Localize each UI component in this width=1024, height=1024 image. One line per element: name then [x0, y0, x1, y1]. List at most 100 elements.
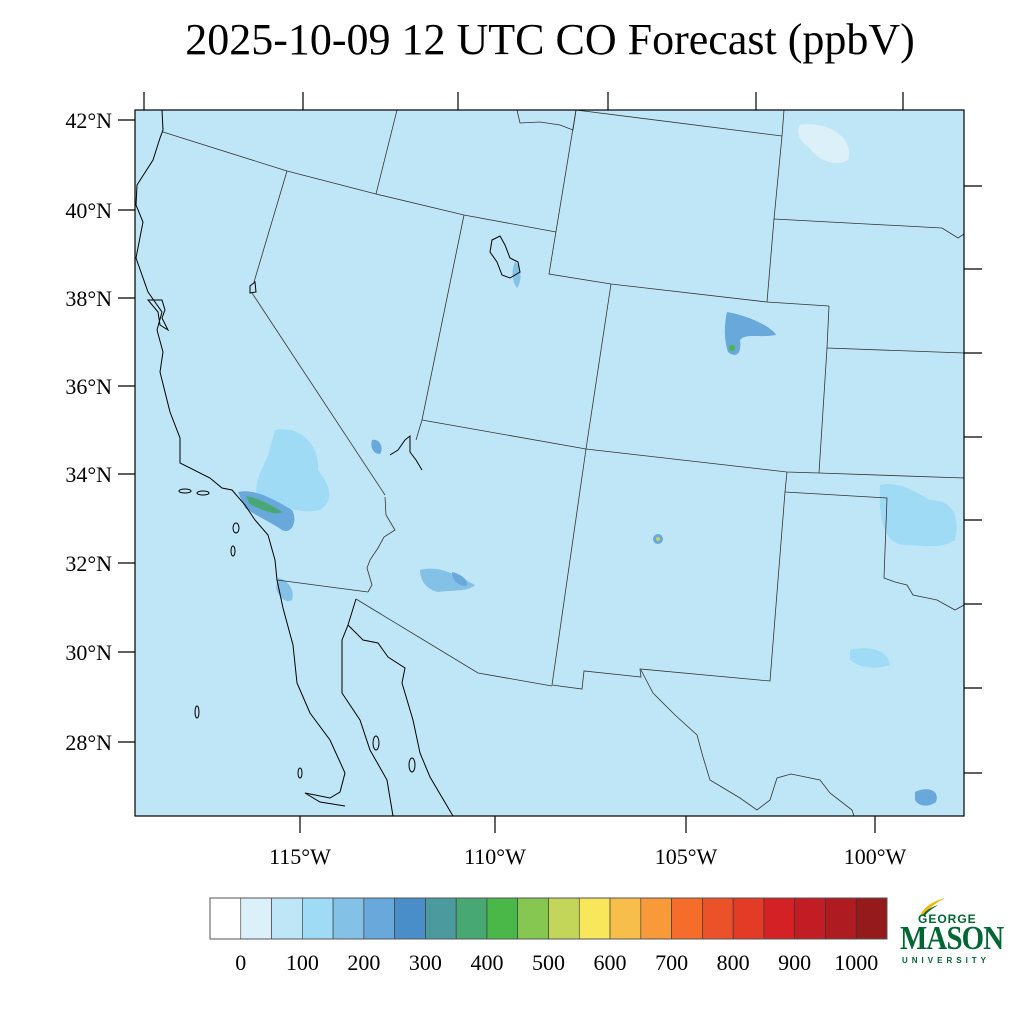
gulf-california-west [341, 598, 394, 817]
colorbar-box [763, 897, 795, 940]
san-francisco-bay [146, 299, 170, 332]
colorbar-box [332, 897, 365, 940]
lon-tick-label: 100°W [844, 844, 907, 869]
border-rio-grande [640, 669, 855, 817]
border-az-nm [551, 448, 587, 686]
colorbar-box [825, 897, 857, 940]
axis-tick-labels: 42°N 40°N 38°N 36°N 34°N 32°N 30°N 28°N 115°W 110… [65, 108, 906, 869]
plume-lasvegas [371, 439, 382, 454]
colorbar-box [855, 897, 888, 940]
colorbar-frame [209, 897, 888, 940]
border-ut-co [585, 283, 612, 450]
colorbar-box [517, 897, 549, 940]
colorbar-box [486, 897, 519, 940]
lake-tahoe [249, 281, 257, 294]
coastlines [135, 109, 521, 817]
colorbar-label: 700 [655, 950, 688, 975]
lat-tick-label: 34°N [65, 462, 112, 487]
channel-island [230, 545, 236, 557]
plume-la-core [246, 496, 282, 514]
colorbar-box [240, 897, 272, 940]
colorbar-label: 500 [532, 950, 565, 975]
logo-mason: MASON [900, 920, 1004, 957]
colorbar-label: 1000 [834, 950, 878, 975]
colorbar-box [209, 897, 242, 940]
island [408, 757, 416, 773]
plume-houston [915, 789, 937, 806]
colorbar: 0 100 200 300 400 500 600 700 800 900 1000 [209, 897, 888, 975]
channel-island [178, 488, 192, 494]
colorbar-box [548, 897, 580, 940]
colorbar-box [455, 897, 488, 940]
border-nm-south [551, 471, 788, 690]
colorbar-box [794, 897, 826, 940]
colorbar-label: 100 [286, 950, 319, 975]
map-frame [134, 109, 965, 817]
colorbar-label: 300 [409, 950, 442, 975]
plume-albuquerque-core [656, 537, 660, 541]
colorbar-label: 0 [235, 950, 246, 975]
border-ca-mexico [276, 579, 369, 593]
plume-phoenix [420, 568, 475, 592]
plume-socal-light [256, 429, 330, 512]
plume-north-texas [850, 648, 890, 668]
colorbar-box [271, 897, 303, 940]
lat-tick-label: 28°N [65, 730, 112, 755]
lat-tick-label: 36°N [65, 374, 112, 399]
colorbar-box [640, 897, 672, 940]
border-wy-east [766, 109, 785, 303]
george-mason-logo: GEORGE MASON UNIVERSITY [896, 898, 1006, 970]
state-boundaries [162, 109, 965, 817]
logo-university: UNIVERSITY [902, 956, 991, 965]
logo-george: GEORGE [918, 912, 977, 926]
colorbar-label: 200 [347, 950, 380, 975]
colorbar-label: 800 [717, 950, 750, 975]
colorbar-box [671, 897, 703, 940]
great-salt-lake [489, 235, 521, 279]
border-sd-ne [773, 218, 965, 239]
plume-saltlake [512, 262, 521, 288]
colorbar-box [302, 897, 334, 940]
lake-mead [389, 434, 423, 471]
plume-montana-low [798, 124, 850, 163]
colorbar-label: 900 [778, 950, 811, 975]
colorbar-label: 400 [470, 950, 503, 975]
axis-ticks [118, 92, 982, 833]
map-body [134, 109, 965, 817]
channel-island [196, 490, 210, 496]
map-title: 2025-10-09 12 UTC CO Forecast (ppbV) [185, 15, 915, 64]
border-tx-ok [784, 491, 965, 611]
colorbar-box [425, 897, 457, 940]
island [194, 705, 200, 719]
gulf-california-east [347, 624, 454, 817]
map-background [135, 110, 964, 816]
lat-tick-label: 38°N [65, 286, 112, 311]
plume-oklahoma [879, 483, 957, 547]
lon-tick-label: 110°W [464, 844, 526, 869]
plume-denver-core [729, 345, 735, 351]
lat-tick-label: 30°N [65, 640, 112, 665]
plume-phoenix-core [452, 572, 468, 586]
co-plumes [238, 124, 957, 806]
lat-tick-label: 32°N [65, 551, 112, 576]
border-id-mt [516, 109, 577, 131]
border-wy-north [575, 109, 783, 137]
colorbar-box [578, 897, 611, 940]
island [372, 735, 380, 751]
border-id-nv [375, 109, 398, 195]
colorbar-box [609, 897, 642, 940]
colorbar-label: 600 [594, 950, 627, 975]
lon-tick-label: 105°W [655, 844, 718, 869]
island [297, 767, 303, 779]
colorbar-box [394, 897, 426, 940]
channel-island [232, 522, 240, 534]
logo-swoosh-icon [920, 898, 945, 916]
colorbar-box [732, 897, 765, 940]
california-coast [135, 109, 346, 807]
lat-tick-label: 42°N [65, 108, 112, 133]
border-ca-nv [251, 170, 386, 496]
lat-tick-label: 40°N [65, 198, 112, 223]
border-colorado-river [366, 496, 396, 593]
lon-tick-label: 115°W [269, 844, 331, 869]
